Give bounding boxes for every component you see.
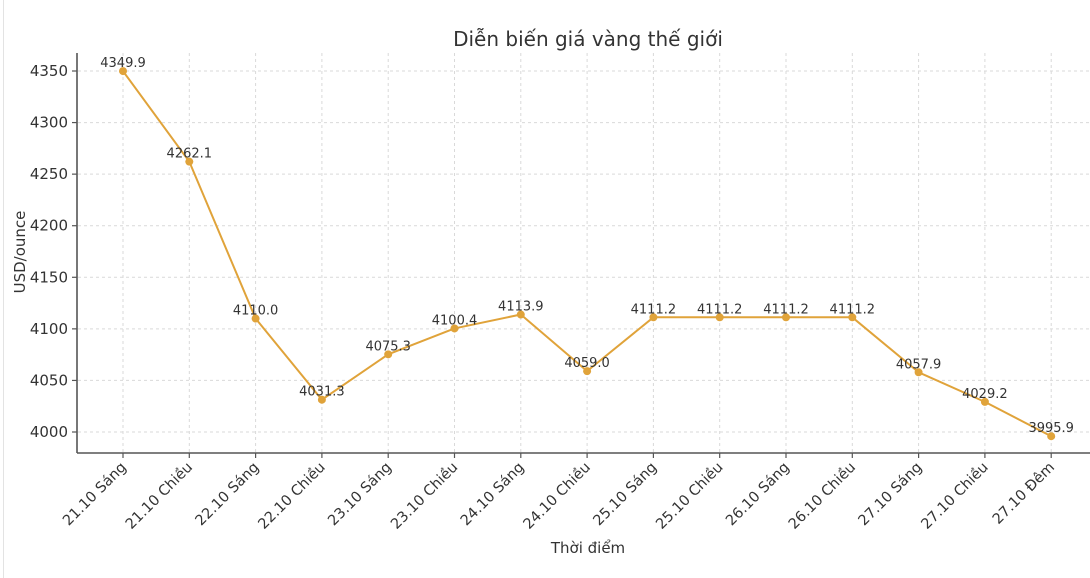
data-point-marker [914, 368, 923, 377]
x-tick-label: 21.10 Chiều [122, 459, 196, 533]
x-tick-label: 27.10 Sáng [856, 460, 926, 530]
x-tick-label: 25.10 Chiều [653, 459, 727, 533]
data-point-marker [848, 313, 857, 322]
data-point-label: 4031.3 [299, 385, 345, 400]
data-point-label: 4075.3 [365, 339, 411, 354]
x-tick-label: 24.10 Chiều [520, 459, 594, 533]
x-tick-label: 22.10 Sáng [193, 460, 263, 530]
data-point-label: 4110.0 [233, 304, 279, 319]
data-point-label: 4057.9 [896, 357, 942, 372]
y-tick-label: 4350 [30, 62, 68, 80]
grid-lines [78, 53, 1090, 452]
data-point-marker [516, 310, 525, 319]
y-tick-label: 4100 [30, 320, 68, 338]
y-tick-label: 4200 [30, 217, 68, 235]
data-point-marker [980, 397, 989, 406]
data-point-marker [715, 313, 724, 322]
y-axis-label: USD/ounce [11, 211, 29, 294]
data-point-label: 4113.9 [498, 300, 544, 315]
x-tick-label: 27.10 Chiều [918, 459, 992, 533]
data-point-label: 4029.2 [962, 387, 1008, 402]
x-tick-label: 25.10 Sáng [591, 460, 661, 530]
data-point-marker [119, 67, 127, 76]
x-tick-label: 26.10 Chiều [785, 459, 859, 533]
data-point-marker [583, 367, 592, 376]
x-tick-label: 21.10 Sáng [60, 460, 130, 530]
data-point-marker [1047, 432, 1056, 441]
y-tick-label: 4250 [30, 165, 68, 183]
data-labels: 4349.9 4262.1 4110.0 4031.3 4075.3 4100.4 4113… [100, 56, 1074, 436]
x-tick-label: 23.10 Chiều [387, 459, 461, 533]
data-point-marker [450, 324, 459, 333]
data-point-marker [649, 313, 658, 322]
data-point-marker [185, 157, 194, 166]
x-tick-label: 27.10 Đêm [990, 460, 1058, 528]
axes [76, 53, 1090, 454]
x-tick-label: 23.10 Sáng [325, 460, 395, 530]
y-tick-label: 4050 [30, 371, 68, 389]
chart-frame [3, 0, 1090, 578]
chart-title: Diễn biến giá vàng thế giới [453, 27, 723, 51]
data-point-label: 4059.0 [564, 356, 610, 371]
x-axis-label: Thời điểm [550, 539, 625, 557]
data-series [119, 67, 1056, 441]
data-point-label: 4349.9 [100, 56, 146, 71]
data-point-label: 4111.2 [697, 302, 743, 317]
x-tick-label: 22.10 Chiều [255, 459, 329, 533]
data-point-label: 3995.9 [1028, 421, 1074, 436]
y-axis-ticks: 4000 4050 4100 4150 4200 4250 4300 4350 [30, 62, 77, 441]
y-tick-label: 4300 [30, 114, 68, 132]
data-point-label: 4100.4 [432, 313, 478, 328]
data-point-label: 4262.1 [167, 147, 213, 162]
x-tick-label: 26.10 Sáng [723, 460, 793, 530]
x-tick-label: 24.10 Sáng [458, 460, 528, 530]
data-point-label: 4111.2 [763, 302, 809, 317]
data-point-label: 4111.2 [631, 302, 677, 317]
y-tick-label: 4150 [30, 268, 68, 286]
data-point-marker [782, 313, 790, 322]
y-tick-label: 4000 [30, 423, 68, 441]
data-point-marker [317, 395, 326, 404]
data-point-marker [384, 350, 393, 359]
data-point-label: 4111.2 [830, 302, 876, 317]
data-point-marker [251, 314, 260, 323]
